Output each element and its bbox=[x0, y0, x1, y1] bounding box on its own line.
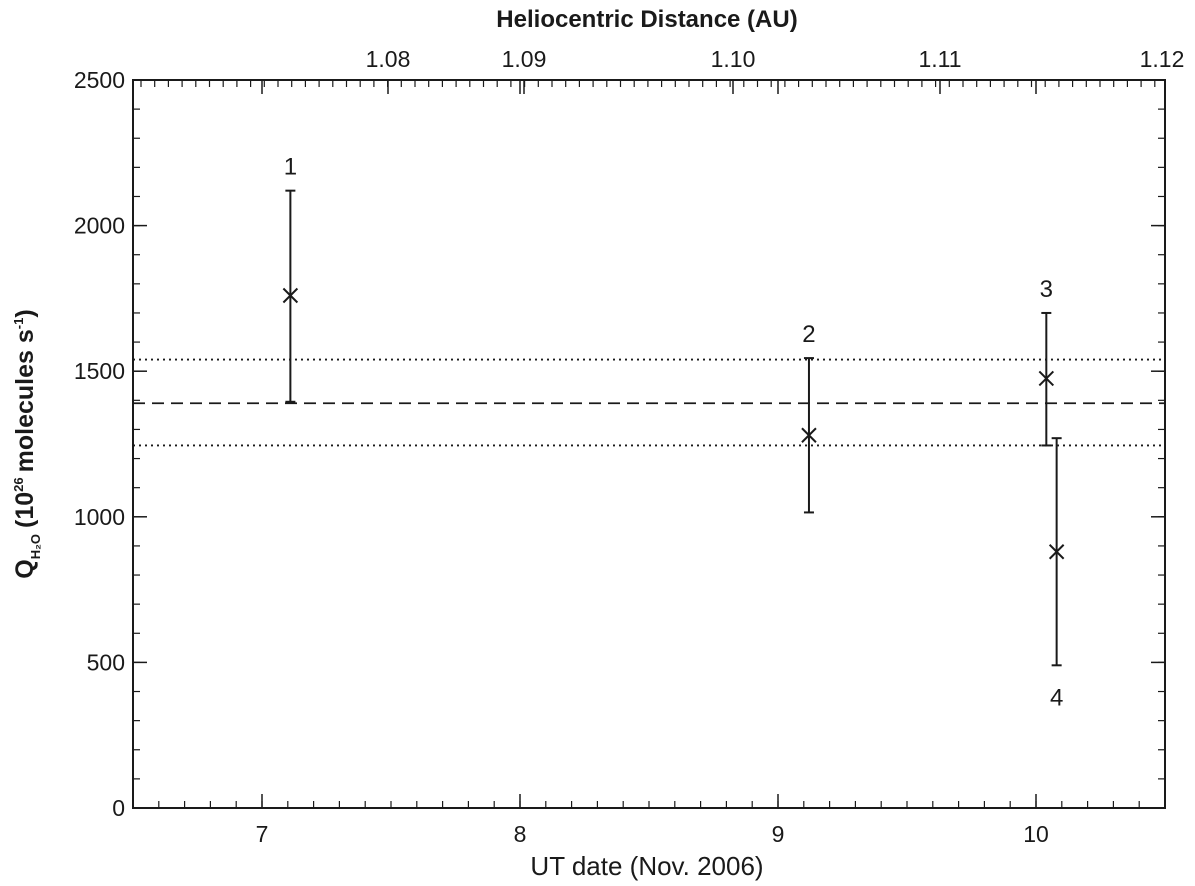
point-marker bbox=[1048, 544, 1065, 560]
y-tick-label: 2000 bbox=[74, 213, 125, 239]
top-tick-label: 1.11 bbox=[918, 46, 961, 72]
top-axis-ticks: 1.08 1.09 1.10 1.11 1.12 bbox=[140, 46, 1185, 94]
x-tick-label: 8 bbox=[514, 821, 527, 847]
y-axis-title-open: (10 bbox=[11, 492, 39, 528]
top-tick-label: 1.08 bbox=[366, 46, 411, 72]
point-label: 2 bbox=[802, 321, 815, 348]
top-axis-title: Heliocentric Distance (AU) bbox=[496, 6, 797, 33]
top-tick-label: 1.12 bbox=[1140, 46, 1185, 72]
minor-ticks bbox=[132, 79, 1166, 809]
top-tick-label: 1.09 bbox=[502, 46, 547, 72]
y-tick-label: 0 bbox=[112, 795, 125, 821]
y-axis-title-units-exponent: -1 bbox=[11, 318, 26, 330]
y-axis-title-close: ) bbox=[11, 309, 39, 317]
x-axis-title: UT date (Nov. 2006) bbox=[530, 851, 763, 881]
data-points: 1 2 3 4 bbox=[282, 154, 1065, 711]
y-axis-title-subscript: H₂O bbox=[28, 534, 43, 559]
top-tick-label: 1.10 bbox=[711, 46, 756, 72]
point-label: 4 bbox=[1050, 684, 1063, 711]
point-label: 1 bbox=[284, 154, 297, 181]
point-marker bbox=[282, 287, 299, 304]
y-axis: 0 500 1000 1500 2000 2500 bbox=[74, 67, 1165, 821]
x-axis: 7 8 9 10 bbox=[256, 80, 1049, 847]
y-axis-title-units: molecules s bbox=[11, 329, 39, 472]
point-label: 3 bbox=[1040, 276, 1053, 303]
x-tick-label: 7 bbox=[256, 821, 269, 847]
y-tick-label: 1000 bbox=[74, 504, 125, 530]
reference-lines bbox=[133, 358, 1165, 447]
y-axis-title-q: Q bbox=[11, 559, 39, 578]
y-tick-label: 500 bbox=[87, 649, 125, 675]
y-axis-title-exponent: 26 bbox=[11, 477, 26, 491]
plot-frame bbox=[132, 79, 1166, 809]
point-marker bbox=[801, 427, 817, 443]
y-tick-label: 2500 bbox=[74, 67, 125, 93]
y-tick-label: 1500 bbox=[74, 358, 125, 384]
x-tick-label: 9 bbox=[772, 821, 785, 847]
point-marker bbox=[1038, 370, 1055, 387]
x-tick-label: 10 bbox=[1023, 821, 1049, 847]
y-axis-title: QH₂O (1026 molecules s-1) bbox=[11, 309, 43, 578]
